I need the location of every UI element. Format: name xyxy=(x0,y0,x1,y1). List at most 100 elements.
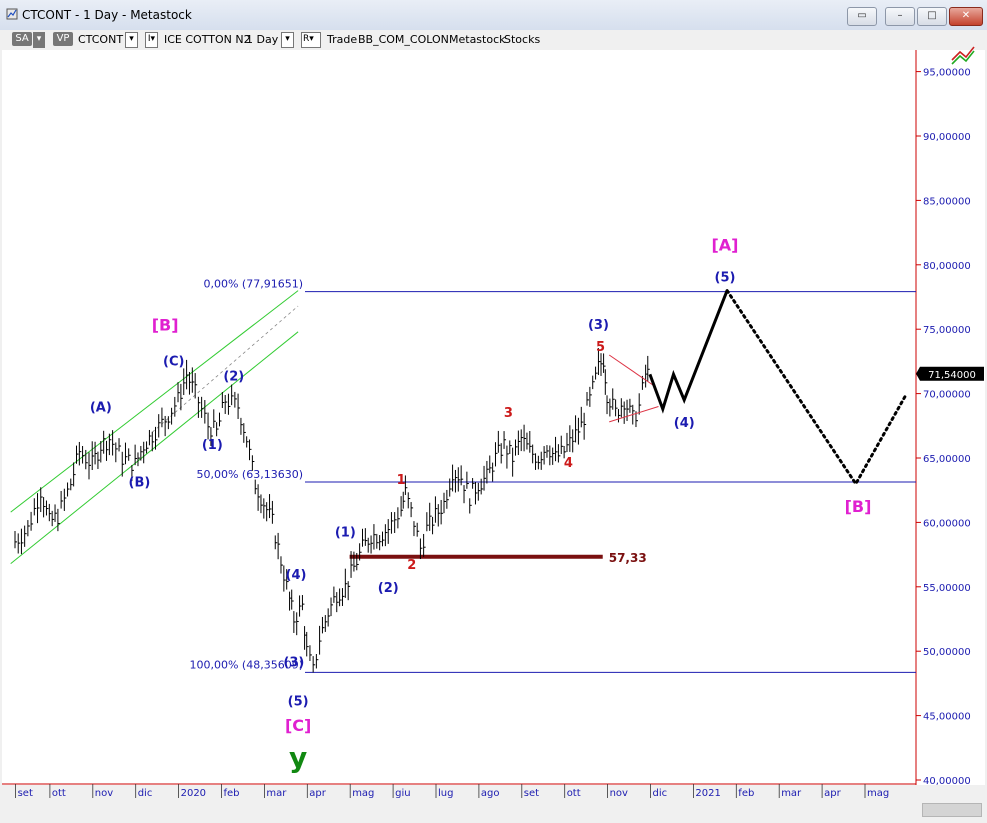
projection-solid-path xyxy=(648,290,729,414)
x-tick-label: dic xyxy=(138,788,153,799)
y-axis: 40,00000 45,00000 50,00000 55,00000 60,00000… xyxy=(916,68,971,787)
price-bars xyxy=(14,348,650,673)
last-price-pointer xyxy=(916,366,920,381)
mode-label: Trade xyxy=(327,33,358,46)
horizontal-scrollbar[interactable] xyxy=(0,800,987,817)
interval-label: 1 Day xyxy=(246,33,279,46)
category-label: Stocks xyxy=(504,33,541,46)
x-tick-label: nov xyxy=(95,788,113,799)
wave-label: (3) xyxy=(283,656,304,671)
wave-labels: [B] (C) (2) (A) (1) (B) (4) (3) (5) [C] y (1) (2) 1 2 3… xyxy=(90,236,872,774)
last-price-label: 71,54000 xyxy=(928,370,976,381)
x-tick-label: giu xyxy=(395,788,410,799)
sa-dropdown-icon[interactable]: ▾ xyxy=(33,32,45,48)
wave-label: (B) xyxy=(129,475,151,490)
projection-dotted-path xyxy=(725,289,907,487)
r-label: R xyxy=(303,34,310,44)
channel-mid-line xyxy=(152,305,299,433)
wave-label: 1 xyxy=(397,473,406,488)
wave-label: 5 xyxy=(596,340,605,355)
x-tick-label: feb xyxy=(224,788,240,799)
y-tick-label: 85,00000 xyxy=(923,196,971,207)
template-label: BB_COM_COLON xyxy=(358,33,449,46)
scroll-thumb[interactable] xyxy=(922,803,982,817)
x-tick-label: 2020 xyxy=(181,788,206,799)
x-tick-label: apr xyxy=(824,788,841,799)
x-tick-label: dic xyxy=(653,788,668,799)
wave-label: [C] xyxy=(285,716,311,735)
triangle-lower-line xyxy=(609,406,659,423)
wave-label: (3) xyxy=(588,318,609,333)
x-axis: set ott nov dic 2020 feb mar apr mag giu lug ago set… xyxy=(15,784,889,799)
symbol-label: CTCONT xyxy=(78,33,124,46)
fib-level-label: 0,00% (77,91651) xyxy=(203,278,303,291)
wave-label: (4) xyxy=(286,568,307,583)
wave-label: (2) xyxy=(378,581,399,596)
x-tick-label: mar xyxy=(266,788,287,799)
trend-channel xyxy=(10,290,299,564)
maximize-button[interactable]: □ xyxy=(917,7,947,26)
x-tick-label: mag xyxy=(867,788,889,799)
wave-label: (A) xyxy=(90,401,112,416)
x-tick-label: lug xyxy=(438,788,453,799)
y-tick-label: 95,00000 xyxy=(923,68,971,79)
r-dropdown-button[interactable]: R▾ xyxy=(301,32,321,48)
support-label: 57,33 xyxy=(609,551,647,565)
wave-label: 3 xyxy=(504,406,513,421)
x-tick-label: ott xyxy=(567,788,581,799)
x-tick-label: set xyxy=(18,788,33,799)
x-tick-label: ago xyxy=(481,788,500,799)
wave-label: 2 xyxy=(407,558,416,573)
y-tick-label: 90,00000 xyxy=(923,132,971,143)
x-tick-label: ott xyxy=(52,788,66,799)
drawing-tool-icon[interactable] xyxy=(951,46,975,65)
x-tick-label: 2021 xyxy=(695,788,720,799)
wave-label: [A] xyxy=(711,236,738,255)
wave-label: 4 xyxy=(564,456,573,471)
wave-label: (C) xyxy=(163,354,184,369)
vp-button[interactable]: VP xyxy=(53,32,73,46)
price-scale-background xyxy=(916,50,985,785)
wave-projection xyxy=(648,289,907,487)
symbol-info-icon[interactable]: I▾ xyxy=(145,32,158,48)
restore-down-button[interactable]: ▭ xyxy=(847,7,877,26)
wave-label: (1) xyxy=(335,526,356,541)
symbol-name: ICE COTTON N2 xyxy=(164,33,251,46)
x-tick-label: set xyxy=(524,788,539,799)
channel-upper-line xyxy=(10,290,299,513)
chart-toolbar: SA ▾ VP CTCONT ▾ I▾ ICE COTTON N2 1 Day … xyxy=(0,30,987,50)
sa-button[interactable]: SA xyxy=(12,32,32,46)
wave-label: [B] xyxy=(845,497,872,516)
window-title: CTCONT - 1 Day - Metastock xyxy=(22,8,192,22)
wave-label: y xyxy=(289,741,307,774)
y-tick-label: 70,00000 xyxy=(923,390,971,401)
interval-dropdown-icon[interactable]: ▾ xyxy=(281,32,294,48)
wave-label: (4) xyxy=(674,416,695,431)
source-label: Metastock xyxy=(449,33,506,46)
x-tick-label: apr xyxy=(309,788,326,799)
triangle-pattern xyxy=(608,354,659,423)
title-bar[interactable]: CTCONT - 1 Day - Metastock ▭ – □ ✕ xyxy=(0,0,987,31)
symbol-dropdown-icon[interactable]: ▾ xyxy=(125,32,138,48)
fibonacci-levels: 0,00% (77,91651) 50,00% (63,13630) 100,00%… xyxy=(189,278,916,673)
x-tick-label: nov xyxy=(610,788,628,799)
close-button[interactable]: ✕ xyxy=(949,7,983,26)
y-tick-label: 45,00000 xyxy=(923,712,971,723)
y-tick-label: 60,00000 xyxy=(923,518,971,529)
last-price-box xyxy=(920,366,984,381)
y-tick-label: 55,00000 xyxy=(923,583,971,594)
app-icon xyxy=(6,8,18,20)
wave-label: (5) xyxy=(288,694,309,709)
wave-label: (2) xyxy=(223,370,244,385)
minimize-button[interactable]: – xyxy=(885,7,915,26)
y-tick-label: 65,00000 xyxy=(923,454,971,465)
wave-label: (1) xyxy=(202,438,223,453)
channel-lower-line xyxy=(10,331,299,564)
y-tick-label: 40,00000 xyxy=(923,776,971,787)
wave-label: [B] xyxy=(152,315,179,334)
x-tick-label: mar xyxy=(781,788,802,799)
y-tick-label: 80,00000 xyxy=(923,261,971,272)
last-price-marker: 71,54000 xyxy=(916,366,984,381)
